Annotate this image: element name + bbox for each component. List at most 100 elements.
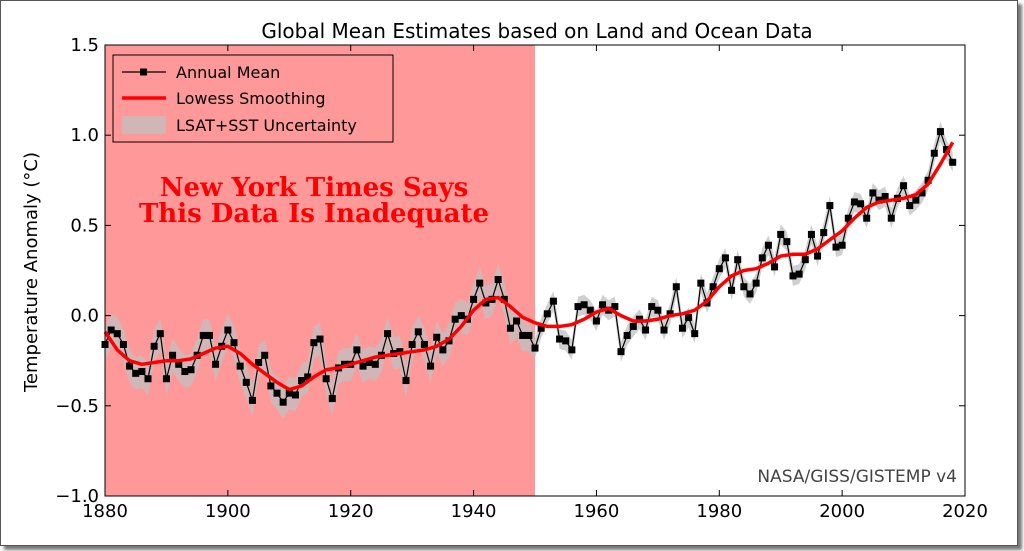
annual-mean-point xyxy=(328,395,336,403)
y-axis-label: Temperature Anomaly (°C) xyxy=(21,152,42,393)
overlay-text-line-1: New York Times Says xyxy=(160,173,468,203)
annual-mean-point xyxy=(298,377,306,385)
legend-label: Lowess Smoothing xyxy=(176,89,326,108)
annual-mean-point xyxy=(734,256,742,264)
x-tick-label: 2020 xyxy=(942,501,988,522)
annual-mean-point xyxy=(912,196,920,204)
annual-mean-point xyxy=(132,369,140,377)
plot-area-border xyxy=(104,44,966,497)
annual-mean-point xyxy=(924,176,932,184)
series-layer xyxy=(101,128,957,406)
annual-mean-point xyxy=(230,339,238,347)
x-tick-label: 1880 xyxy=(82,501,128,522)
annual-mean-point xyxy=(175,360,183,368)
annual-mean-point xyxy=(396,348,404,356)
annual-mean-point xyxy=(660,326,668,334)
annual-mean-point xyxy=(310,339,318,347)
annual-mean-point xyxy=(906,202,914,210)
annual-mean-point xyxy=(949,158,957,166)
annual-mean-point xyxy=(525,331,533,339)
annual-mean-point xyxy=(212,360,220,368)
annual-mean-point xyxy=(205,331,213,339)
annual-mean-point xyxy=(470,295,478,303)
annual-mean-point xyxy=(678,324,686,332)
overlay-annotation: New York Times Says This Data Is Inadequ… xyxy=(139,173,489,229)
legend-swatch-marker xyxy=(140,68,147,76)
annual-mean-point xyxy=(869,189,877,197)
lowess-smoothing-line xyxy=(103,141,955,392)
y-tick-label: 0.5 xyxy=(70,215,99,236)
annual-mean-point xyxy=(420,340,428,348)
annual-mean-point xyxy=(832,243,840,251)
annual-mean-point xyxy=(506,324,514,332)
annual-mean-point xyxy=(248,396,256,404)
annual-mean-point xyxy=(156,330,164,338)
annual-mean-point xyxy=(433,333,441,341)
shaded-region-pre-1950 xyxy=(105,45,535,496)
annual-mean-point xyxy=(918,189,926,197)
annual-mean-point xyxy=(236,362,244,370)
annual-mean-point xyxy=(820,229,828,237)
annual-mean-point xyxy=(353,346,361,354)
annual-mean-point xyxy=(537,324,545,332)
annual-mean-point xyxy=(850,198,858,206)
legend: Annual Mean Lowess Smoothing LSAT+SST Unce… xyxy=(112,54,394,143)
x-tick-label: 1980 xyxy=(696,501,742,522)
annual-mean-point xyxy=(648,303,656,311)
annual-mean-point xyxy=(771,263,779,271)
annual-mean-point xyxy=(709,283,717,291)
annual-mean-point xyxy=(169,351,177,359)
annual-mean-point xyxy=(728,286,736,294)
annual-mean-point xyxy=(255,359,263,367)
annual-mean-point xyxy=(758,254,766,262)
annual-mean-point xyxy=(457,312,465,320)
annual-mean-point xyxy=(531,344,539,352)
annual-mean-point xyxy=(414,328,422,336)
annual-mean-point xyxy=(863,214,871,222)
annual-mean-point xyxy=(359,362,367,370)
annual-mean-point xyxy=(500,295,508,303)
annual-mean-point xyxy=(789,272,797,280)
annual-mean-point xyxy=(900,182,908,190)
annual-mean-point xyxy=(875,196,883,204)
annual-mean-point xyxy=(187,366,195,374)
annual-mean-point xyxy=(384,330,392,338)
annual-mean-point xyxy=(887,214,895,222)
annual-mean-point xyxy=(752,279,760,287)
annual-mean-point xyxy=(574,303,582,311)
annual-mean-point xyxy=(162,375,170,383)
annual-mean-point xyxy=(476,279,484,287)
annual-mean-point xyxy=(119,340,127,348)
annual-mean-point xyxy=(857,200,865,208)
annual-mean-point xyxy=(685,313,693,321)
annual-mean-point xyxy=(617,348,625,356)
annual-mean-point xyxy=(580,301,588,309)
annual-mean-point xyxy=(672,283,680,291)
annual-mean-point xyxy=(764,241,772,249)
legend-label: Annual Mean xyxy=(176,63,280,82)
annual-mean-point xyxy=(199,331,207,339)
annual-mean-point xyxy=(807,230,815,238)
annual-mean-point xyxy=(666,310,674,318)
annual-mean-point xyxy=(261,351,269,359)
annual-mean-point xyxy=(611,303,619,311)
annual-mean-point xyxy=(513,317,521,325)
overlay-text-line-2: This Data Is Inadequate xyxy=(139,199,489,229)
annual-mean-point xyxy=(365,359,373,367)
source-label: NASA/GISS/GISTEMP v4 xyxy=(757,467,957,487)
legend-box xyxy=(112,54,394,143)
annual-mean-point xyxy=(795,270,803,278)
annual-mean-point xyxy=(746,290,754,298)
y-tick-label: 1.5 xyxy=(70,35,99,56)
annual-mean-point xyxy=(273,389,281,397)
annual-mean-point xyxy=(801,256,809,264)
annual-mean-point xyxy=(138,368,146,376)
annual-mean-point xyxy=(482,299,490,307)
y-tick-label: 0.0 xyxy=(70,306,99,327)
legend-swatch-uncertainty xyxy=(122,116,166,134)
annual-mean-point xyxy=(814,252,822,260)
annual-mean-point xyxy=(623,331,631,339)
y-tick-label: −1.0 xyxy=(55,486,99,507)
y-tick-label: −0.5 xyxy=(55,396,99,417)
